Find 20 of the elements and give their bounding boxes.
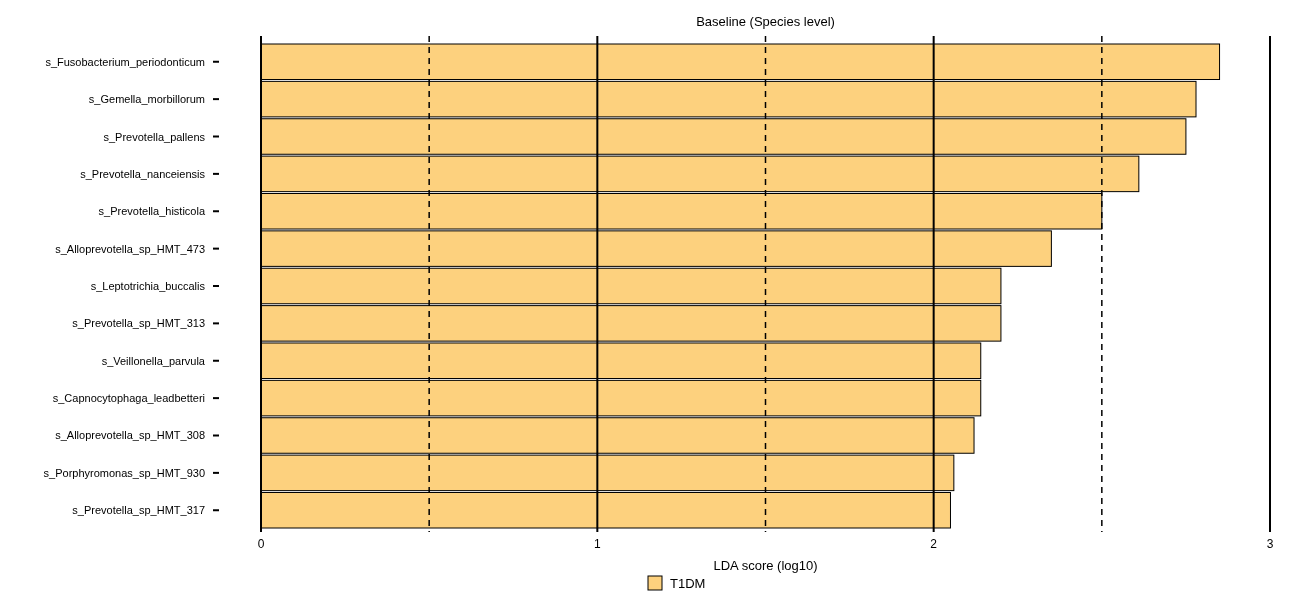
y-tick-label: s_Fusobacterium_periodonticum (45, 55, 205, 68)
y-tick-label: s_Veillonella_parvula (101, 354, 206, 367)
x-tick-label: 3 (1266, 537, 1274, 551)
y-tick-label: s_Capnocytophaga_leadbetteri (52, 392, 205, 405)
x-axis-title: LDA score (log10) (713, 558, 818, 573)
x-tick-label: 1 (593, 537, 601, 551)
y-tick-label: s_Prevotella_nanceiensis (80, 167, 206, 180)
y-tick-label: s_Alloprevotella_sp_HMT_308 (55, 429, 205, 442)
y-tick-label: s_Prevotella_sp_HMT_317 (72, 504, 205, 517)
y-tick-label: s_Alloprevotella_sp_HMT_473 (55, 242, 205, 255)
x-tick-label: 2 (930, 537, 938, 551)
y-tick-label: s_Porphyromonas_sp_HMT_930 (43, 466, 205, 479)
legend-label: T1DM (670, 576, 706, 591)
y-tick-label: s_Prevotella_histicola (98, 205, 206, 218)
chart-title: Baseline (Species level) (696, 14, 835, 29)
y-tick-label: s_Prevotella_pallens (103, 130, 206, 143)
y-tick-label: s_Leptotrichia_buccalis (90, 280, 206, 292)
y-tick-label: s_Gemella_morbillorum (88, 93, 205, 106)
x-tick-label: 0 (257, 537, 265, 551)
y-tick-label: s_Prevotella_sp_HMT_313 (72, 317, 205, 330)
